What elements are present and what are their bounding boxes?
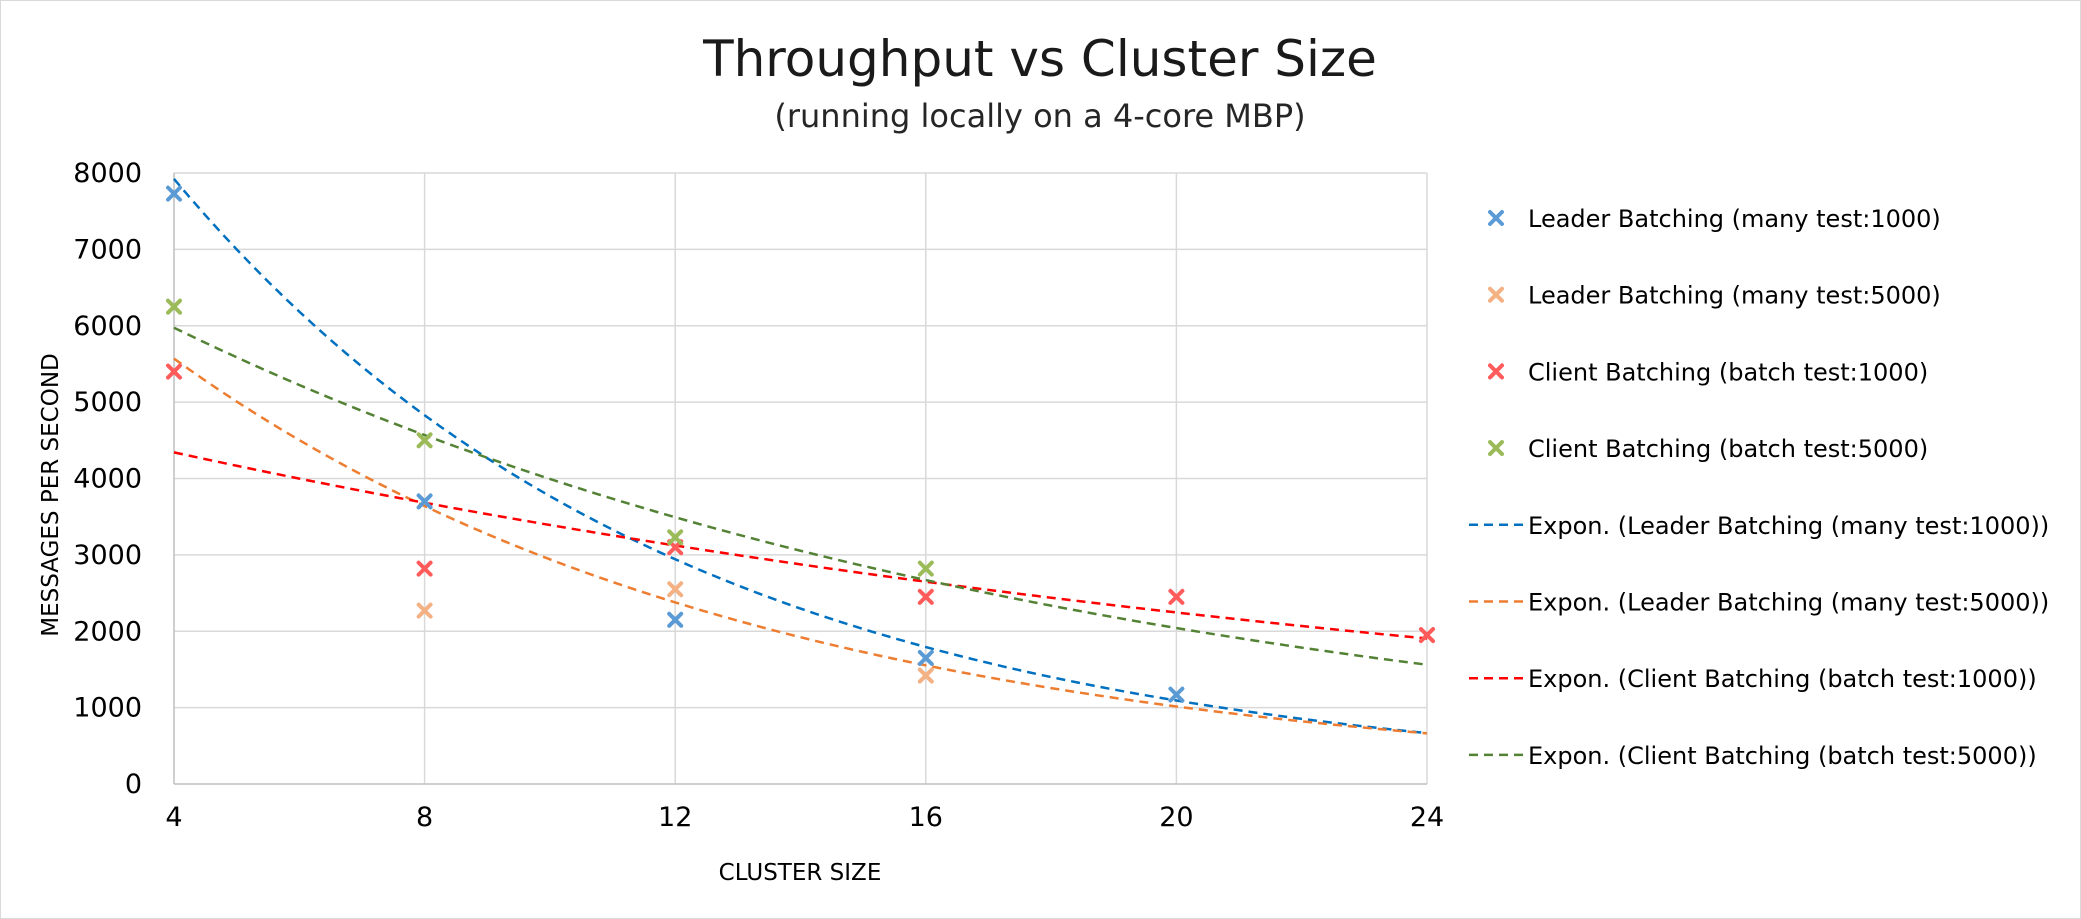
gridlines (174, 172, 1428, 784)
y-tick-label: 8000 (73, 158, 142, 189)
y-axis-title: MESSAGES PER SECOND (38, 353, 64, 637)
point-series-1 (416, 493, 433, 510)
legend: Leader Batching (many test:1000) Leader B… (1469, 205, 2049, 770)
point-series-3-stroke-b (1168, 588, 1185, 605)
legend-item: Client Batching (batch test:5000) (1488, 435, 1928, 463)
point-series-1-stroke-b (667, 611, 684, 628)
point-series-2-stroke-b (917, 667, 934, 684)
point-series-3-stroke-b (166, 363, 182, 380)
legend-marker (1488, 440, 1504, 457)
y-tick-label: 7000 (73, 234, 142, 265)
point-series-4-stroke-b (416, 432, 433, 449)
legend-marker-stroke-b (1488, 286, 1504, 303)
y-tick-label: 1000 (73, 693, 142, 724)
trendline-3 (173, 451, 1428, 640)
point-series-4 (416, 432, 433, 449)
data-points (166, 185, 1435, 703)
point-series-1-stroke-b (917, 649, 934, 666)
legend-item: Leader Batching (many test:5000) (1488, 282, 1941, 310)
point-series-2-stroke-b (416, 602, 433, 619)
legend-item: Expon. (Leader Batching (many test:1000)… (1469, 512, 2049, 540)
legend-item: Expon. (Leader Batching (many test:5000)… (1469, 589, 2049, 617)
point-series-2 (917, 667, 934, 684)
tick-labels: 0 1000 2000 3000 4000 5000 6000 7000 8000 4 8 12 16 2… (73, 158, 1444, 833)
point-series-2 (416, 602, 433, 619)
point-series-3-stroke-b (1419, 627, 1435, 644)
x-tick-label: 4 (165, 802, 182, 833)
x-tick-label: 20 (1159, 802, 1193, 833)
y-tick-label: 2000 (73, 616, 142, 647)
point-series-3-stroke-b (917, 588, 934, 605)
x-axis-title: CLUSTER SIZE (719, 860, 882, 886)
x-tick-label: 24 (1410, 802, 1444, 833)
legend-marker-stroke-b (1488, 363, 1504, 380)
point-series-1 (166, 185, 182, 202)
trendline-2 (173, 357, 1428, 735)
legend-marker (1488, 363, 1504, 380)
legend-label: Client Batching (batch test:5000) (1528, 435, 1928, 463)
legend-label: Client Batching (batch test:1000) (1528, 358, 1928, 386)
legend-item: Leader Batching (many test:1000) (1488, 205, 1941, 233)
trendlines (173, 178, 1428, 735)
y-tick-label: 5000 (73, 387, 142, 418)
legend-label: Expon. (Leader Batching (many test:5000)… (1528, 589, 2049, 617)
point-series-1 (917, 649, 934, 666)
x-tick-label: 16 (909, 802, 943, 833)
x-tick-label: 8 (416, 802, 433, 833)
legend-label: Expon. (Leader Batching (many test:1000)… (1528, 512, 2049, 540)
y-tick-label: 3000 (73, 540, 142, 571)
trendline-1 (173, 178, 1428, 735)
legend-label: Expon. (Client Batching (batch test:5000… (1528, 742, 2037, 770)
point-series-1-stroke-b (416, 493, 433, 510)
y-tick-label: 6000 (73, 311, 142, 342)
legend-item: Expon. (Client Batching (batch test:1000… (1469, 665, 2037, 693)
x-tick-label: 12 (658, 802, 692, 833)
chart-title: Throughput vs Cluster Size (702, 30, 1377, 88)
point-series-4 (667, 529, 684, 546)
point-series-1-stroke-b (1168, 686, 1185, 703)
point-series-2 (667, 581, 684, 598)
legend-item: Client Batching (batch test:1000) (1488, 358, 1928, 386)
legend-label: Leader Batching (many test:1000) (1528, 205, 1941, 233)
point-series-4-stroke-b (667, 529, 684, 546)
legend-item: Expon. (Client Batching (batch test:5000… (1469, 742, 2037, 770)
point-series-4-stroke-b (166, 298, 182, 315)
point-series-4 (166, 298, 182, 315)
point-series-3 (416, 560, 433, 577)
legend-marker (1488, 210, 1504, 226)
trendline-4 (173, 326, 1428, 666)
legend-marker (1488, 286, 1504, 303)
point-series-1 (667, 611, 684, 628)
point-series-1 (1168, 686, 1185, 703)
chart-subtitle: (running locally on a 4-core MBP) (774, 97, 1305, 135)
point-series-2-stroke-b (667, 581, 684, 598)
point-series-4-stroke-b (917, 560, 934, 577)
legend-marker-stroke-b (1488, 210, 1504, 226)
point-series-3 (1168, 588, 1185, 605)
legend-marker-stroke-b (1488, 440, 1504, 457)
y-tick-label: 4000 (73, 464, 142, 495)
axes (173, 173, 1427, 785)
legend-label: Leader Batching (many test:5000) (1528, 282, 1941, 310)
point-series-3 (1419, 627, 1435, 644)
point-series-3-stroke-b (416, 560, 433, 577)
point-series-4 (917, 560, 934, 577)
point-series-3 (166, 363, 182, 380)
legend-label: Expon. (Client Batching (batch test:1000… (1528, 665, 2037, 693)
point-series-3 (917, 588, 934, 605)
point-series-1-stroke-b (166, 185, 182, 202)
y-tick-label: 0 (125, 769, 142, 800)
